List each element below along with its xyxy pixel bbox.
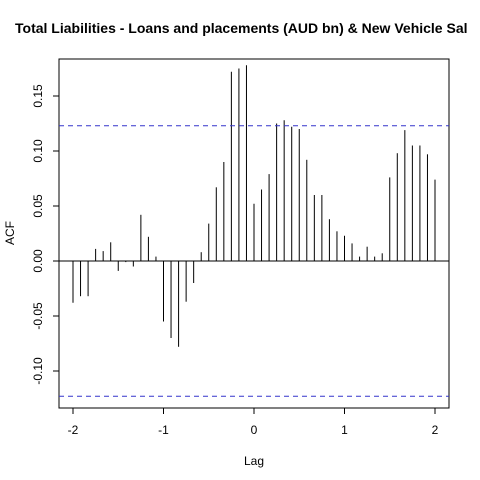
x-axis-label: Lag: [244, 454, 264, 468]
acf-bars: [72, 65, 436, 347]
y-tick-label: 0.00: [31, 249, 45, 273]
x-tick-label: 1: [341, 423, 348, 437]
x-axis: -2 -1 0 1 2: [68, 407, 439, 437]
y-axis: -0.10 -0.05 0.00 0.05 0.10 0.15: [31, 84, 60, 385]
x-tick-label: 0: [251, 423, 258, 437]
y-tick-label: -0.05: [31, 302, 45, 330]
chart-title: Total Liabilities - Loans and placements…: [15, 20, 468, 36]
x-tick-label: -1: [158, 423, 169, 437]
x-tick-label: -2: [68, 423, 79, 437]
y-tick-label: -0.10: [31, 357, 45, 385]
y-tick-label: 0.05: [31, 194, 45, 218]
y-axis-label: ACF: [3, 221, 17, 245]
y-tick-label: 0.15: [31, 84, 45, 108]
x-tick-label: 2: [432, 423, 439, 437]
y-tick-label: 0.10: [31, 139, 45, 163]
